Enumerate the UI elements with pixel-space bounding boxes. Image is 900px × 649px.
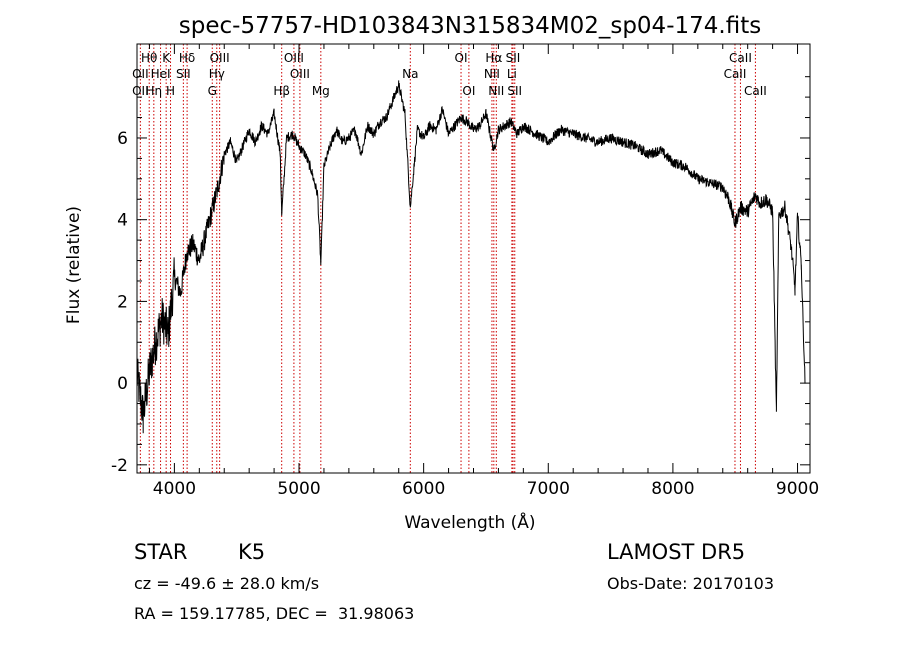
spectral-line-label: SII [176,67,191,81]
spectral-line-label: OI [455,51,468,65]
spectral-line-label: Na [402,67,418,81]
spectral-line-label: CaII [744,84,767,98]
x-tick-label: 8000 [651,479,694,499]
y-tick-label: -2 [111,456,128,476]
x-tick-label: 9000 [776,479,819,499]
spectral-line-label: NII [484,67,500,81]
coordinates: RA = 159.17785, DEC = 31.98063 [134,604,415,623]
spectral-line-label: Hδ [179,51,195,65]
obs-date: Obs-Date: 20170103 [607,574,775,593]
spectral-lines-layer [139,44,756,473]
spectral-line-label: Hγ [209,67,225,81]
spectral-line-label: OIII [210,51,230,65]
spectral-line-label: Li [507,67,517,81]
spectral-line-label: OII [132,67,149,81]
survey-label: LAMOST DR5 [607,540,746,564]
spectral-line-label: Mg [312,84,330,98]
spectral-line-label: Hθ [141,51,157,65]
spectral-line-label: SII [506,51,521,65]
redshift-readout: cz = -49.6 ± 28.0 km/s [134,574,320,593]
chart-title: spec-57757-HD103843N315834M02_sp04-174.f… [179,13,761,39]
x-tick-label: 6000 [402,479,445,499]
x-axis-label: Wavelength (Å) [404,511,535,533]
spectral-line-label: OI [462,84,475,98]
y-tick-label: 0 [117,374,128,394]
x-tick-label: 7000 [527,479,570,499]
spectral-line-label: CaII [724,67,747,81]
spectral-line-label: G [208,84,217,98]
spectral-line-label: Hβ [273,84,290,98]
spectral-line-label: CaII [729,51,752,65]
spectral-line-label: K [162,51,171,65]
plot-frame [136,43,811,474]
x-tick-label: 5000 [277,479,320,499]
spectral-line-label: SII [507,84,522,98]
spectral-line-label: OII [132,84,149,98]
object-class: STAR [134,540,188,564]
y-tick-label: 2 [117,292,128,312]
spectral-line-label: Hη [146,84,163,98]
y-axis-label: Flux (relative) [64,206,84,324]
y-tick-label: 6 [117,129,128,149]
subclass: K5 [238,540,266,564]
y-tick-label: 4 [117,211,128,231]
spectral-line-label: H [166,84,175,98]
x-tick-label: 4000 [153,479,196,499]
spectral-line-label: HeI [151,67,171,81]
spectral-line-label: NII [488,84,504,98]
axis-ticks: 4000 5000 6000 7000 8000 9000 -2 0 2 4 6 [111,44,819,499]
spectrum-line [136,80,806,434]
spectral-line-label: OIII [290,67,310,81]
spectral-line-labels: Hθ K Hδ OIII OIII OI Hα SII CaII OII HeI SII Hγ OIII N… [132,51,767,98]
spectral-line-label: OIII [284,51,304,65]
spectral-line-label: Hα [485,51,502,65]
